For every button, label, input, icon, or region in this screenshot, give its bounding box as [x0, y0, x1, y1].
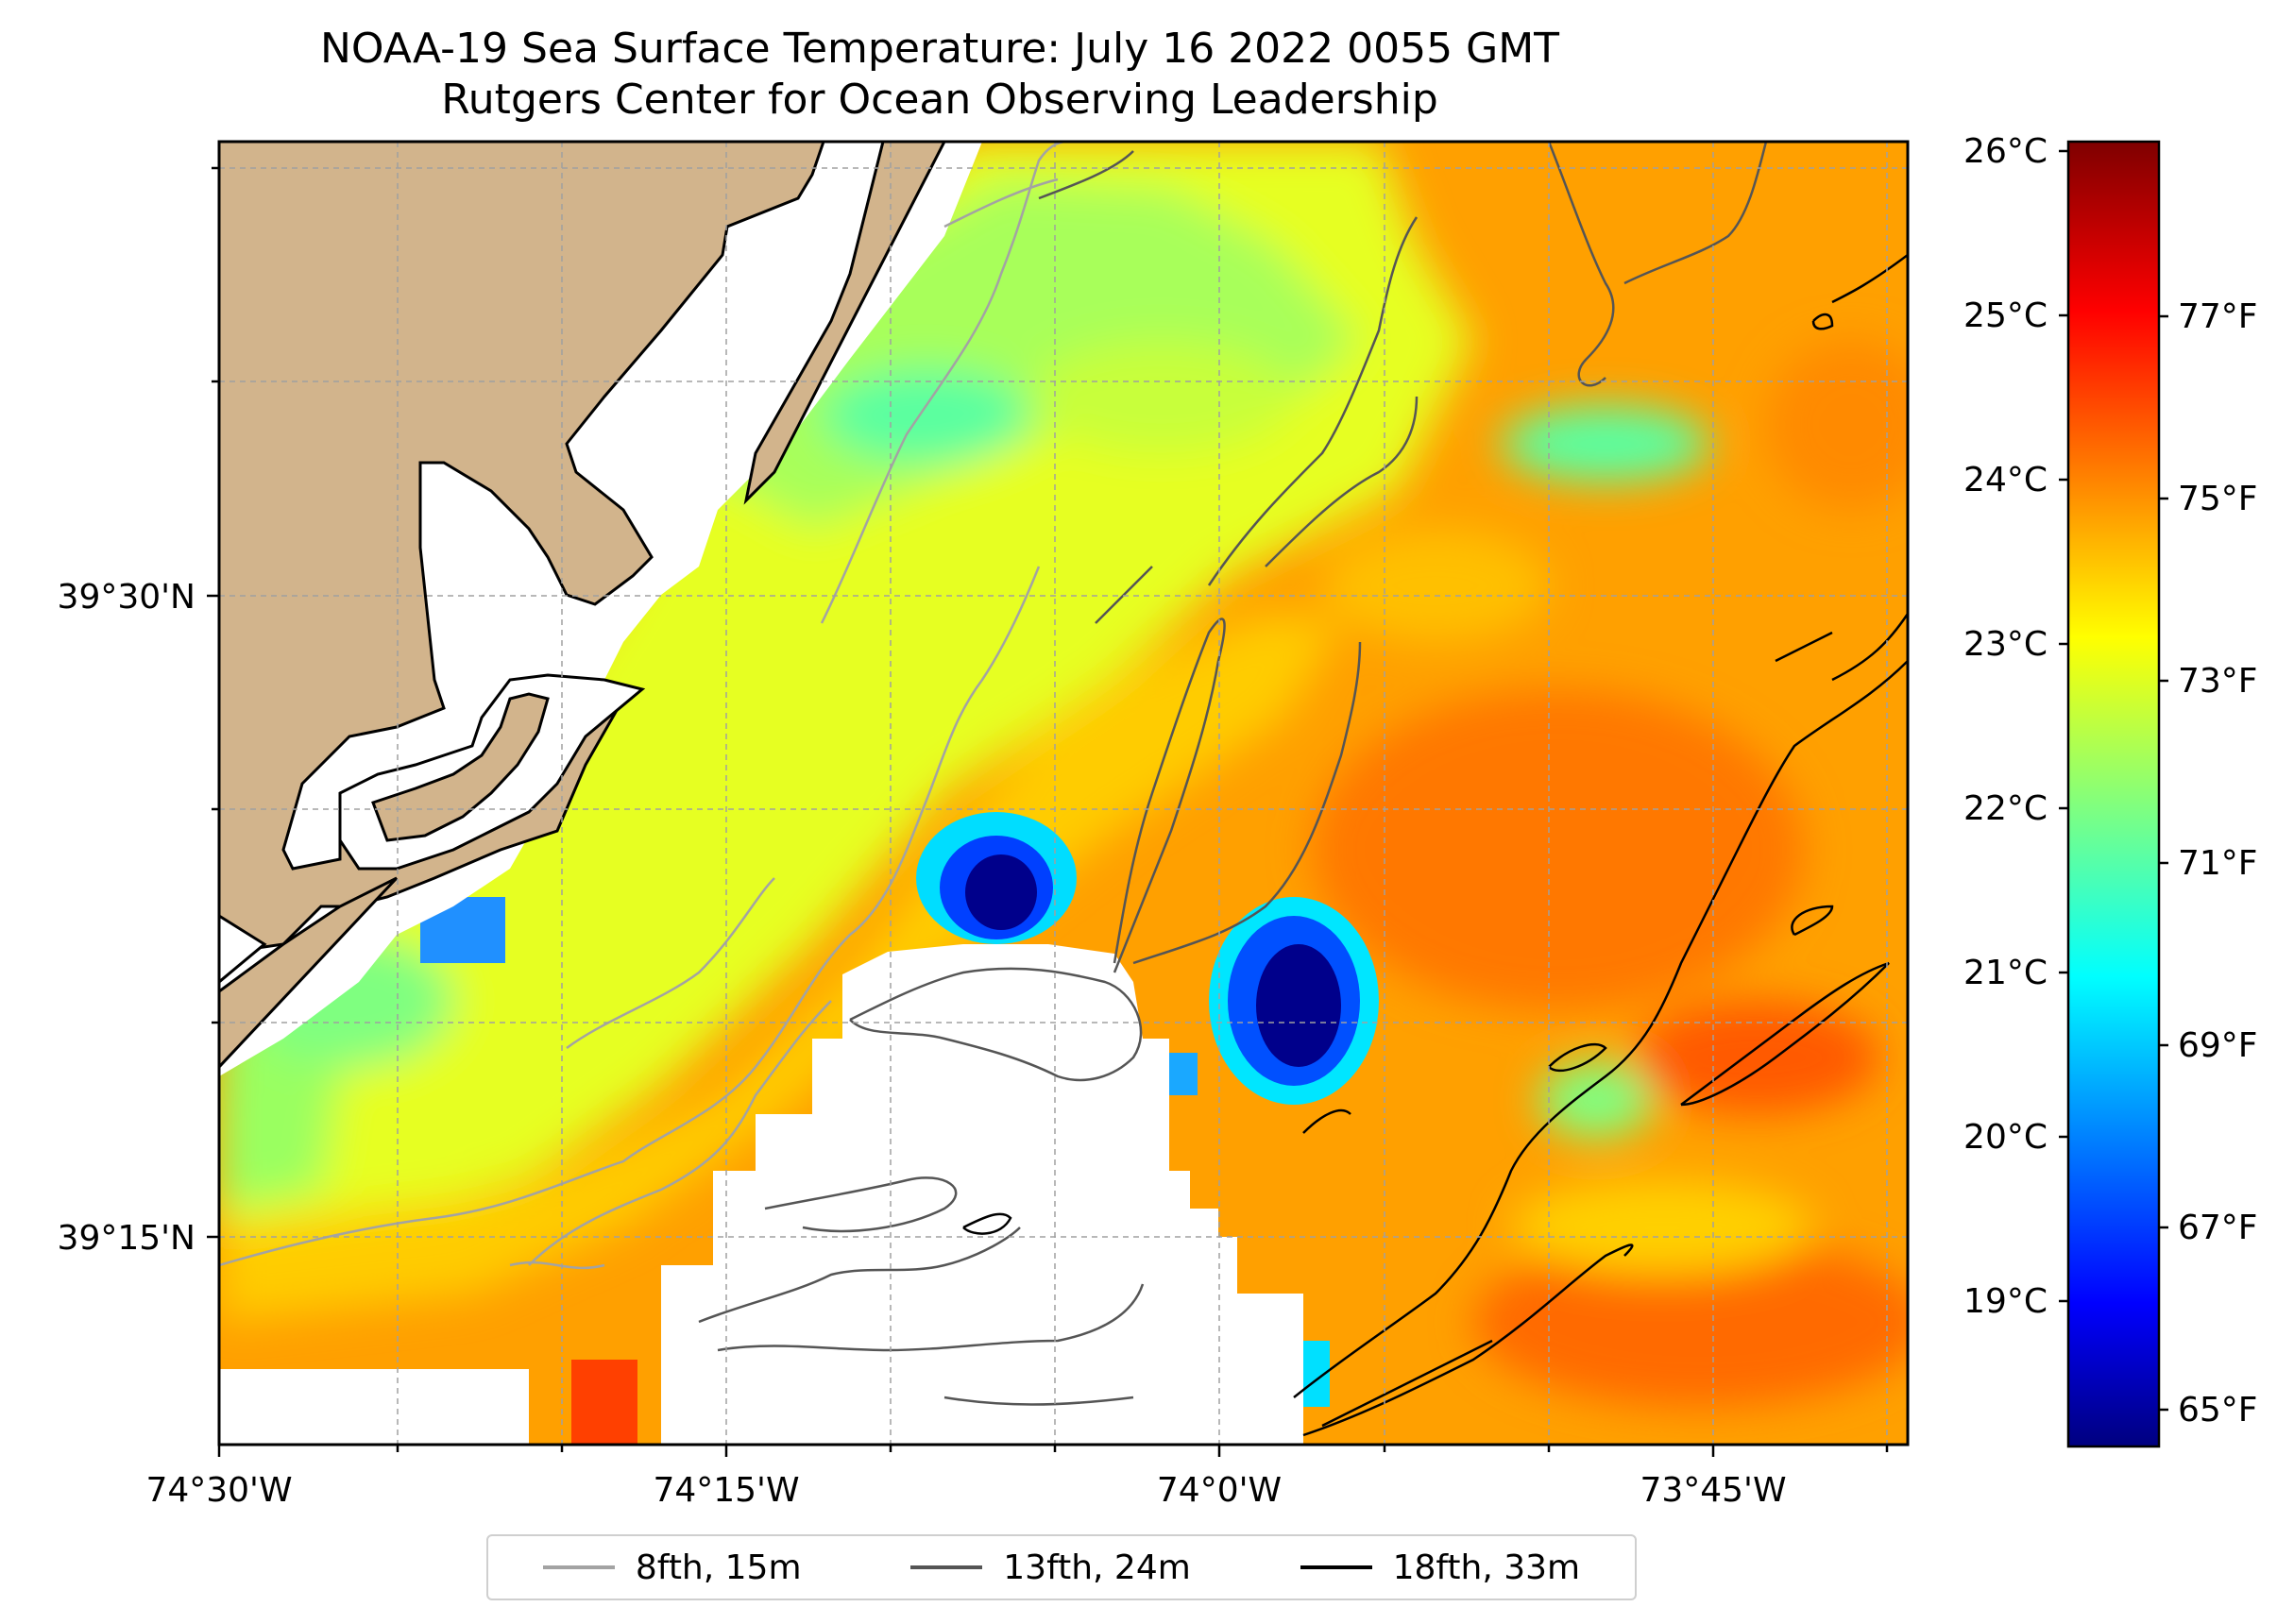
- legend-label: 18fth, 33m: [1392, 1548, 1581, 1587]
- map-frame: [217, 140, 1910, 1446]
- celsius-tick-label: 23°C: [1963, 625, 2048, 664]
- legend-item-18fth: 18fth, 33m: [1300, 1548, 1581, 1587]
- fahrenheit-tick-label: 77°F: [2178, 297, 2258, 336]
- fahrenheit-tick-label: 71°F: [2178, 844, 2258, 883]
- x-tick-label: 74°0'W: [1157, 1471, 1282, 1510]
- celsius-tick-label: 24°C: [1963, 461, 2048, 499]
- contour-13fth-24m: [698, 142, 1768, 1406]
- chart-title: NOAA-19 Sea Surface Temperature: July 16…: [319, 25, 1560, 73]
- y-tick-label: 39°15'N: [58, 1219, 195, 1258]
- gridlines: [219, 142, 1908, 1445]
- legend-item-8fth: 8fth, 15m: [542, 1548, 802, 1587]
- legend-swatch-8fth: [542, 1565, 615, 1569]
- fahrenheit-tick-label: 69°F: [2178, 1026, 2258, 1065]
- celsius-tick-label: 22°C: [1963, 789, 2048, 828]
- x-tick-label: 74°30'W: [145, 1471, 292, 1510]
- celsius-tick-label: 21°C: [1963, 954, 2048, 992]
- legend-swatch-18fth: [1300, 1565, 1372, 1569]
- x-tick-label: 73°45'W: [1640, 1471, 1786, 1510]
- axis-ticks: [207, 166, 1889, 1457]
- fahrenheit-tick-label: 65°F: [2178, 1391, 2258, 1429]
- celsius-tick-label: 20°C: [1963, 1118, 2048, 1157]
- legend-swatch-13fth: [910, 1565, 983, 1569]
- legend-label: 13fth, 24m: [1003, 1548, 1191, 1587]
- x-tick-label: 74°15'W: [653, 1471, 799, 1510]
- coastline-land: [219, 142, 982, 1076]
- colorbar: 26°C 25°C 24°C 23°C 22°C 21°C 20°C 19°C …: [1963, 132, 2258, 1448]
- celsius-tick-label: 25°C: [1963, 296, 2048, 335]
- celsius-tick-label: 26°C: [1963, 132, 2048, 171]
- y-tick-label: 39°30'N: [58, 578, 195, 617]
- chart-subtitle: Rutgers Center for Ocean Observing Leade…: [441, 76, 1438, 124]
- contour-8fth-15m: [219, 142, 1068, 1270]
- celsius-tick-label: 19°C: [1963, 1282, 2048, 1321]
- legend-label: 8fth, 15m: [635, 1548, 802, 1587]
- fahrenheit-tick-label: 67°F: [2178, 1209, 2258, 1247]
- map-panel: [219, 142, 1908, 1445]
- fahrenheit-tick-label: 75°F: [2178, 480, 2258, 518]
- legend-item-13fth: 13fth, 24m: [910, 1548, 1191, 1587]
- colorbar-gradient: [2066, 140, 2161, 1448]
- contour-legend: 8fth, 15m 13fth, 24m 18fth, 33m: [486, 1534, 1637, 1600]
- contour-18fth-33m: [962, 253, 1908, 1437]
- fahrenheit-tick-label: 73°F: [2178, 662, 2258, 701]
